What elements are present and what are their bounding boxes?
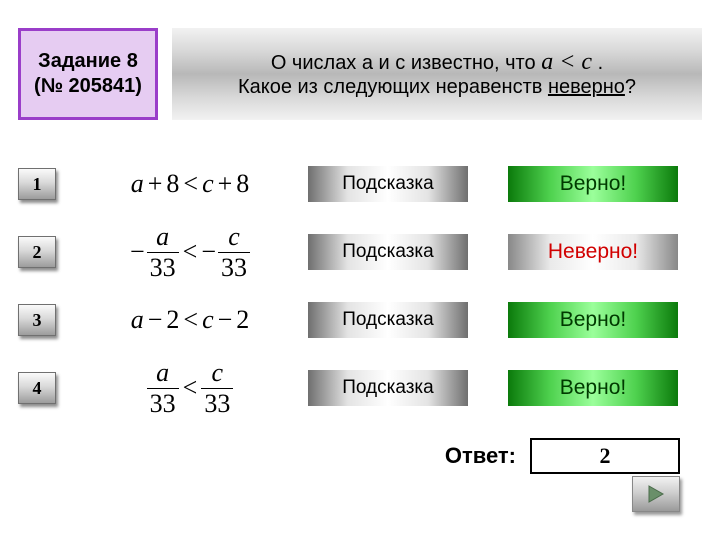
option-number-button[interactable]: 4 [18, 372, 56, 404]
option-number-button[interactable]: 1 [18, 168, 56, 200]
option-number-button[interactable]: 2 [18, 236, 56, 268]
option-formula: a+8<c+8 [90, 154, 290, 214]
question-line1: О числах а и с известно, что a < c . [271, 49, 603, 76]
question-bar: О числах а и с известно, что a < c . Как… [172, 28, 702, 120]
option-row: 3 a−2<c−2 Подсказка Верно! [18, 286, 702, 354]
next-button[interactable] [632, 476, 680, 512]
arrow-right-icon [645, 483, 667, 505]
hint-button[interactable]: Подсказка [308, 234, 468, 270]
question-math: a < c [541, 49, 592, 75]
hint-button[interactable]: Подсказка [308, 302, 468, 338]
question-prefix: О числах а и с известно, что [271, 52, 541, 74]
hint-button[interactable]: Подсказка [308, 370, 468, 406]
status-correct: Верно! [508, 370, 678, 406]
option-formula: a33<c33 [90, 358, 290, 418]
answer-label: Ответ: [445, 443, 516, 469]
hint-button[interactable]: Подсказка [308, 166, 468, 202]
answer-box: 2 [530, 438, 680, 474]
task-badge-line2: (№ 205841) [34, 74, 142, 99]
question-line2: Какое из следующих неравенств неверно? [238, 76, 636, 99]
status-wrong: Неверно! [508, 234, 678, 270]
question-l2a: Какое из следующих неравенств [238, 76, 548, 98]
task-badge-line1: Задание 8 [38, 49, 138, 74]
option-row: 4 a33<c33 Подсказка Верно! [18, 354, 702, 422]
option-number-button[interactable]: 3 [18, 304, 56, 336]
status-correct: Верно! [508, 302, 678, 338]
question-suffix: . [598, 52, 604, 74]
option-row: 1 a+8<c+8 Подсказка Верно! [18, 150, 702, 218]
task-badge: Задание 8 (№ 205841) [18, 28, 158, 120]
status-correct: Верно! [508, 166, 678, 202]
option-formula: a−2<c−2 [90, 290, 290, 350]
option-formula: −a33<−c33 [90, 222, 290, 282]
option-row: 2 −a33<−c33 Подсказка Неверно! [18, 218, 702, 286]
question-l2b: ? [625, 76, 636, 98]
question-l2u: неверно [548, 76, 625, 98]
options-list: 1 a+8<c+8 Подсказка Верно! 2 −a33<−c33 Подсказ… [18, 150, 702, 422]
